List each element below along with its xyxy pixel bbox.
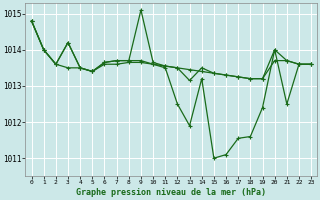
X-axis label: Graphe pression niveau de la mer (hPa): Graphe pression niveau de la mer (hPa) <box>76 188 266 197</box>
